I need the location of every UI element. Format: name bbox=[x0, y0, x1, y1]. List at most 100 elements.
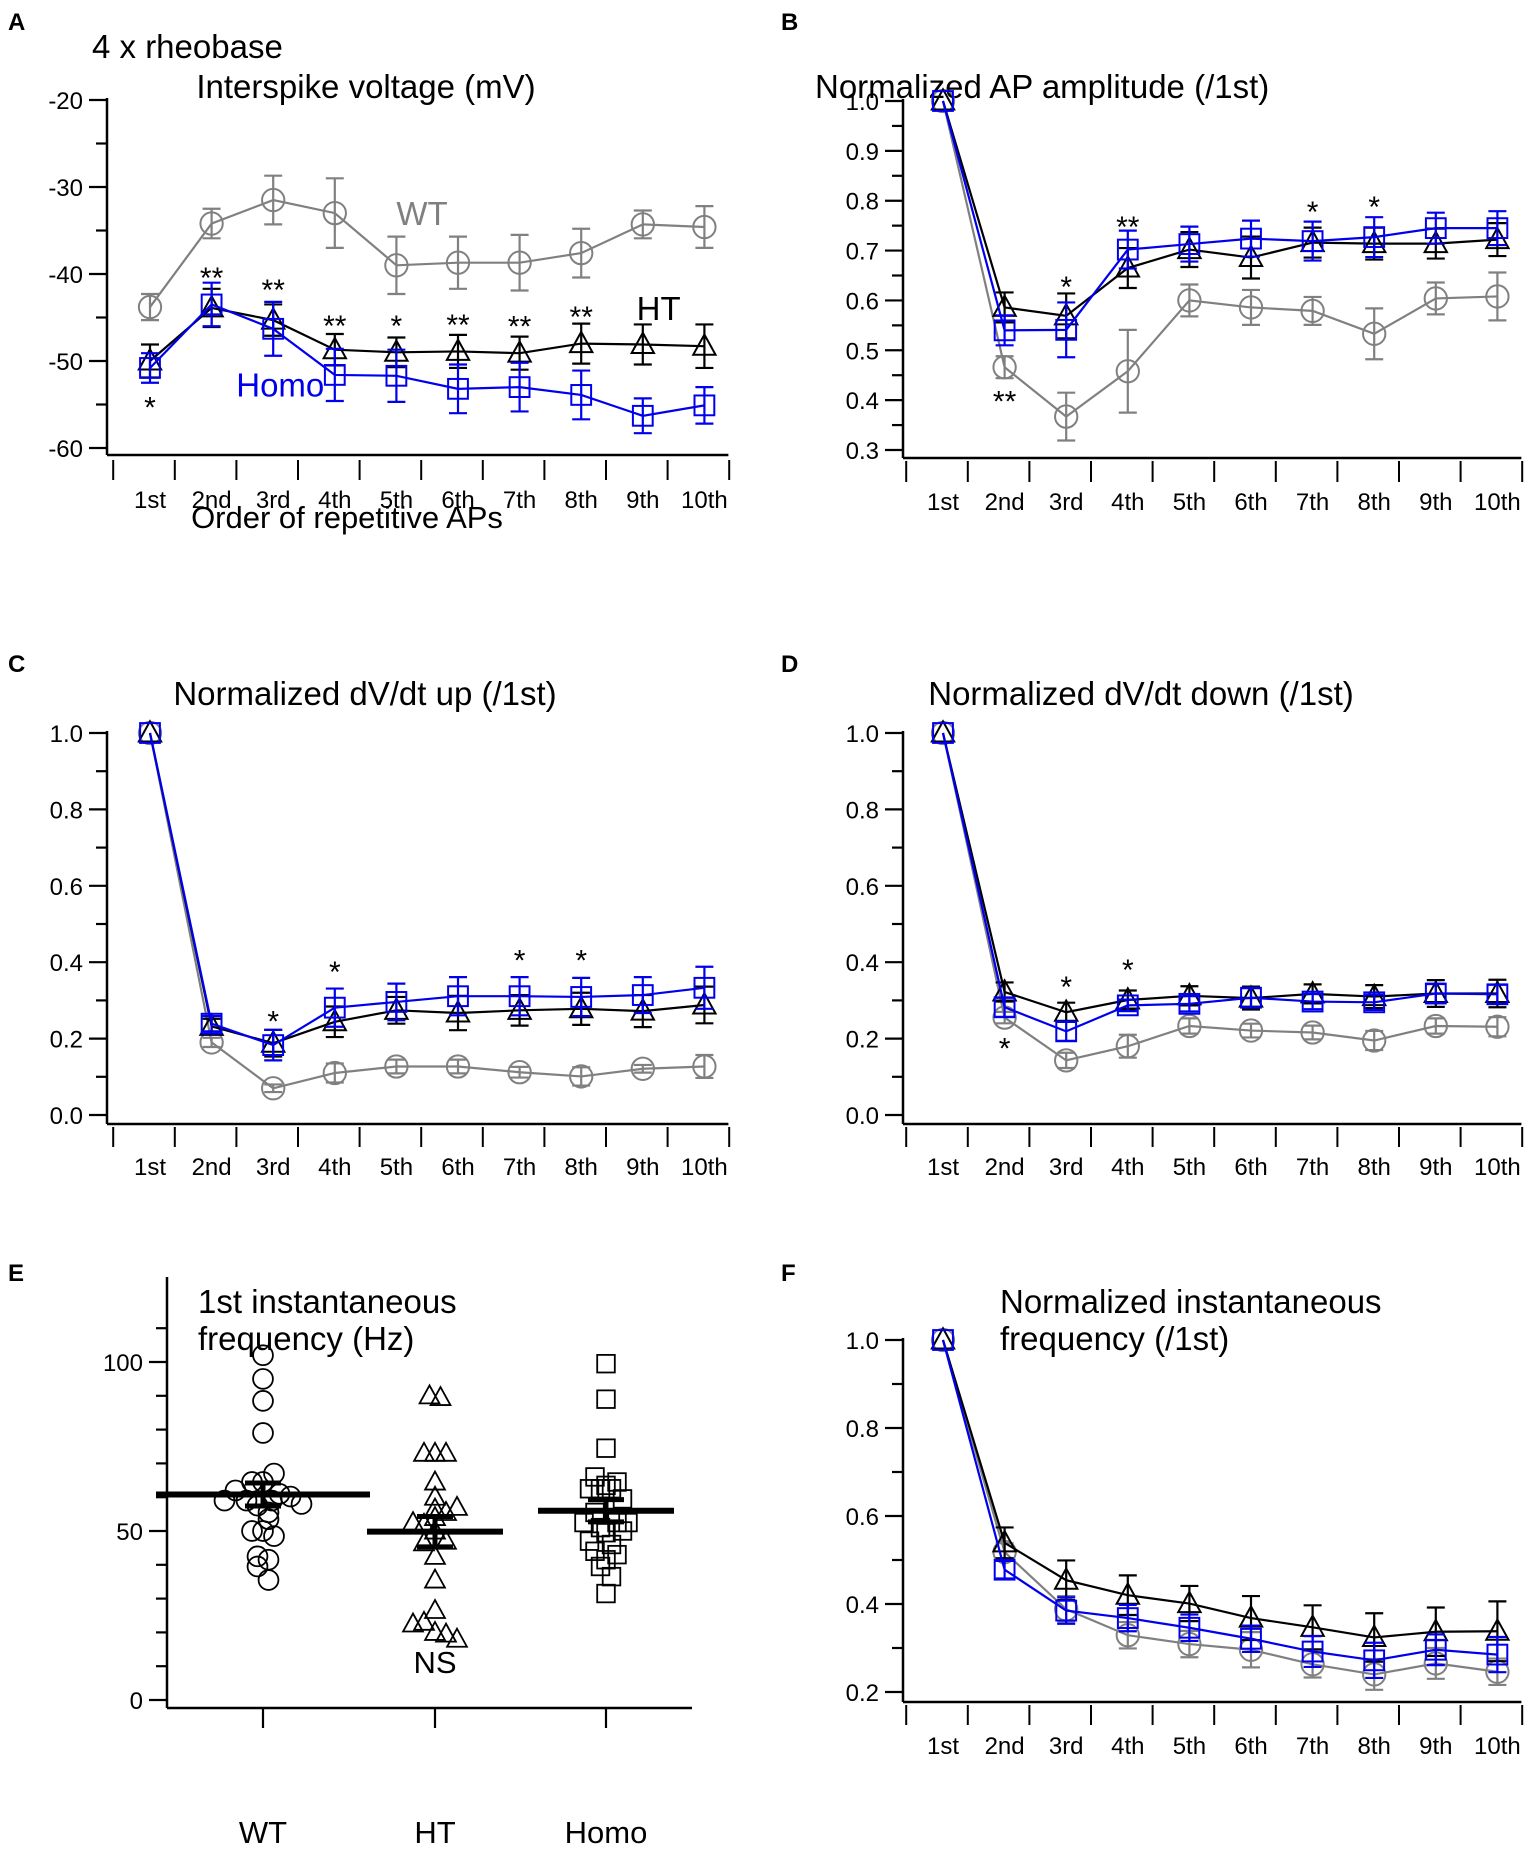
y-tick-label: 0.5 bbox=[846, 338, 879, 365]
triangle-marker bbox=[691, 332, 718, 356]
square-marker bbox=[1240, 1627, 1262, 1650]
square-marker bbox=[323, 364, 346, 386]
circle-marker bbox=[1300, 298, 1325, 324]
y-tick-label: 0.9 bbox=[846, 139, 879, 166]
y-tick-label: 0.4 bbox=[846, 1592, 879, 1619]
significance-marker: * bbox=[267, 1006, 279, 1039]
square-marker bbox=[590, 1517, 611, 1538]
y-tick-label: -30 bbox=[48, 175, 83, 202]
y-tick-label: 0.6 bbox=[846, 874, 879, 901]
square-marker bbox=[200, 293, 223, 316]
series-line bbox=[941, 100, 1498, 318]
x-tick-label: 10th bbox=[681, 487, 728, 514]
significance-marker: * bbox=[575, 944, 587, 977]
y-axis: -60 -50 -40 -30 -20 bbox=[48, 88, 109, 463]
square-marker bbox=[631, 404, 654, 427]
series-ht bbox=[930, 87, 1511, 340]
square-marker bbox=[447, 985, 469, 1008]
y-tick-label: 1.0 bbox=[846, 721, 879, 748]
circle-marker bbox=[322, 200, 347, 226]
x-tick-label: 1st bbox=[134, 1154, 166, 1181]
series-wt bbox=[137, 720, 717, 1101]
square-marker bbox=[631, 984, 654, 1006]
square-marker bbox=[1486, 217, 1509, 240]
plot-area: 0.0 0.2 0.4 0.6 0.8 1.0 1st 2nd 3rd 4th 5th 6th 7th 8… bbox=[50, 719, 731, 1181]
square-marker bbox=[1055, 318, 1078, 341]
y-tick-label: 0.8 bbox=[50, 797, 83, 824]
square-marker bbox=[607, 1544, 627, 1565]
circle-marker bbox=[384, 1054, 409, 1079]
triangle-marker bbox=[423, 1598, 447, 1619]
series-line bbox=[941, 732, 1498, 1033]
significance-marker: ** bbox=[508, 311, 532, 344]
y-tick-label: -50 bbox=[48, 349, 83, 376]
panel-a: A 4 x rheobase Interspike voltage (mV) O… bbox=[8, 9, 731, 535]
circle-marker bbox=[199, 211, 224, 236]
series-line bbox=[941, 100, 1498, 418]
series-homo bbox=[139, 281, 716, 435]
y-tick-label: 0.4 bbox=[846, 388, 879, 415]
x-tick-label: 3rd bbox=[256, 1154, 291, 1181]
x-tick-label: 1st bbox=[927, 1154, 959, 1181]
circle-marker bbox=[445, 250, 471, 275]
triangle-marker bbox=[445, 337, 471, 361]
square-marker bbox=[385, 364, 408, 387]
triangle-marker bbox=[423, 1544, 447, 1565]
series-line bbox=[148, 732, 705, 1047]
square-marker bbox=[1424, 1638, 1447, 1661]
x-axis: 1st 2nd 3rd 4th 5th 6th 7th 8th 9th 10th bbox=[903, 1122, 1524, 1181]
square-marker bbox=[139, 357, 161, 379]
panel-title: Normalized AP amplitude (/1st) bbox=[815, 68, 1269, 105]
series-wt bbox=[137, 174, 717, 322]
x-tick-label: HT bbox=[414, 1815, 455, 1850]
triangle-marker bbox=[423, 1484, 447, 1506]
panel-title-line-2: frequency (/1st) bbox=[1000, 1320, 1229, 1357]
circle-marker bbox=[630, 212, 655, 237]
circle-marker bbox=[1177, 1013, 1202, 1039]
y-axis: 0.2 0.4 0.6 0.8 1.0 bbox=[846, 1328, 905, 1707]
triangle-marker bbox=[423, 1469, 447, 1491]
x-tick-label: 8th bbox=[1358, 1154, 1391, 1181]
x-tick-label: 1st bbox=[134, 487, 166, 514]
x-tick-label: 9th bbox=[1419, 1733, 1452, 1760]
significance-marker: ** bbox=[323, 310, 347, 343]
panel-f: F Normalized instantaneous frequency (/1… bbox=[781, 1260, 1524, 1760]
square-marker bbox=[1301, 1640, 1324, 1663]
y-tick-label: 0.3 bbox=[846, 438, 879, 465]
triangle-marker bbox=[991, 1529, 1018, 1553]
square-marker bbox=[447, 377, 469, 400]
x-tick-label: 7th bbox=[1296, 1154, 1329, 1181]
x-tick-label: 2nd bbox=[192, 487, 232, 514]
y-tick-label: 50 bbox=[116, 1519, 143, 1546]
x-tick-label: 2nd bbox=[985, 489, 1025, 516]
x-tick-label: 8th bbox=[1358, 489, 1391, 516]
x-tick-label: 8th bbox=[565, 1154, 598, 1181]
x-axis: WT HT Homo bbox=[167, 1706, 692, 1850]
x-tick-label: 6th bbox=[1234, 1733, 1267, 1760]
y-tick-label: 0.2 bbox=[50, 1027, 83, 1054]
significance-marker: * bbox=[1060, 971, 1072, 1004]
series-label-ht: HT bbox=[637, 290, 681, 327]
circle-marker bbox=[252, 1422, 274, 1444]
square-marker bbox=[508, 985, 531, 1008]
square-marker bbox=[1240, 986, 1262, 1009]
x-tick-label: 10th bbox=[1474, 489, 1521, 516]
x-tick-label: 10th bbox=[1474, 1733, 1521, 1760]
x-tick-label: 7th bbox=[503, 487, 536, 514]
group-homo bbox=[538, 1353, 674, 1604]
square-marker bbox=[596, 1353, 616, 1374]
series-homo bbox=[932, 1329, 1509, 1680]
significance-marker: * bbox=[999, 1032, 1011, 1065]
significance-marker: ** bbox=[1116, 211, 1140, 244]
panel-title: Normalized dV/dt up (/1st) bbox=[173, 675, 556, 712]
triangle-marker bbox=[412, 1609, 436, 1631]
series-label-homo: Homo bbox=[236, 366, 324, 403]
x-axis: 1st 2nd 3rd 4th 5th 6th 7th 8th 9th 10th bbox=[903, 456, 1524, 516]
circle-marker bbox=[1485, 1014, 1510, 1039]
triangle-marker bbox=[1053, 1566, 1080, 1590]
significance-label: NS bbox=[413, 1645, 456, 1680]
square-marker bbox=[579, 1531, 600, 1551]
x-tick-label: 3rd bbox=[1049, 1154, 1084, 1181]
significance-marker: * bbox=[1368, 191, 1380, 224]
